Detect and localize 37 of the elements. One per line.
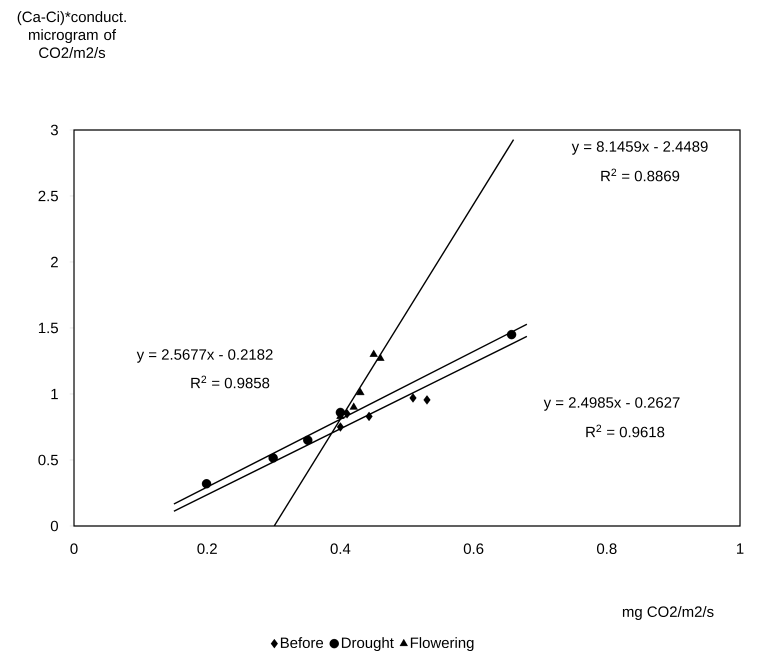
annotation: y = 8.1459x - 2.4489 [572, 141, 708, 155]
y-tick-label: 2.5 [38, 190, 58, 202]
point [350, 402, 358, 410]
x-tick-label: 1 [736, 543, 744, 554]
annotation: y = 2.5677x - 0.2182 [136, 349, 273, 363]
annotation: R$^{2}$ = 0.9858 [191, 376, 270, 388]
legend-label: Flowering [410, 637, 474, 652]
point [365, 412, 373, 422]
annotation: R$^{2}$ = 0.8869 [601, 168, 680, 182]
x-tick-label: 0.4 [330, 543, 350, 554]
point [343, 409, 351, 418]
y-tick-label: 1 [51, 388, 58, 400]
annotation: y = 2.4985x - 0.2627 [544, 397, 680, 411]
x-tick-label: 0.6 [464, 543, 484, 554]
point [506, 330, 516, 340]
point [409, 393, 417, 403]
x-tick-label: 0 [70, 543, 78, 554]
point [268, 453, 278, 463]
point [356, 388, 364, 396]
point [423, 395, 431, 405]
legend-label: Before [280, 637, 324, 648]
y-tick-label: 0.5 [38, 454, 58, 466]
legend-label: Drought [342, 637, 394, 652]
x-tick-label: 0.2 [197, 543, 217, 554]
x-tick-label: 0.8 [597, 543, 617, 554]
y-tick-label: 1.5 [38, 322, 58, 334]
point [336, 422, 344, 432]
point [376, 354, 384, 361]
point [202, 479, 212, 488]
point [370, 350, 378, 357]
x-axis-title: mg CO2/m2/s [622, 606, 714, 620]
y-tick-label: 2 [51, 256, 58, 268]
y-axis-title: (Ca-Ci)*conduct. microgram of CO2/m2/s [18, 11, 126, 58]
annotation: R$^{2}$ = 0.9618 [586, 424, 664, 438]
point [303, 435, 312, 445]
y-tick-label: 3 [50, 124, 58, 136]
y-tick-label: 0 [50, 520, 58, 532]
